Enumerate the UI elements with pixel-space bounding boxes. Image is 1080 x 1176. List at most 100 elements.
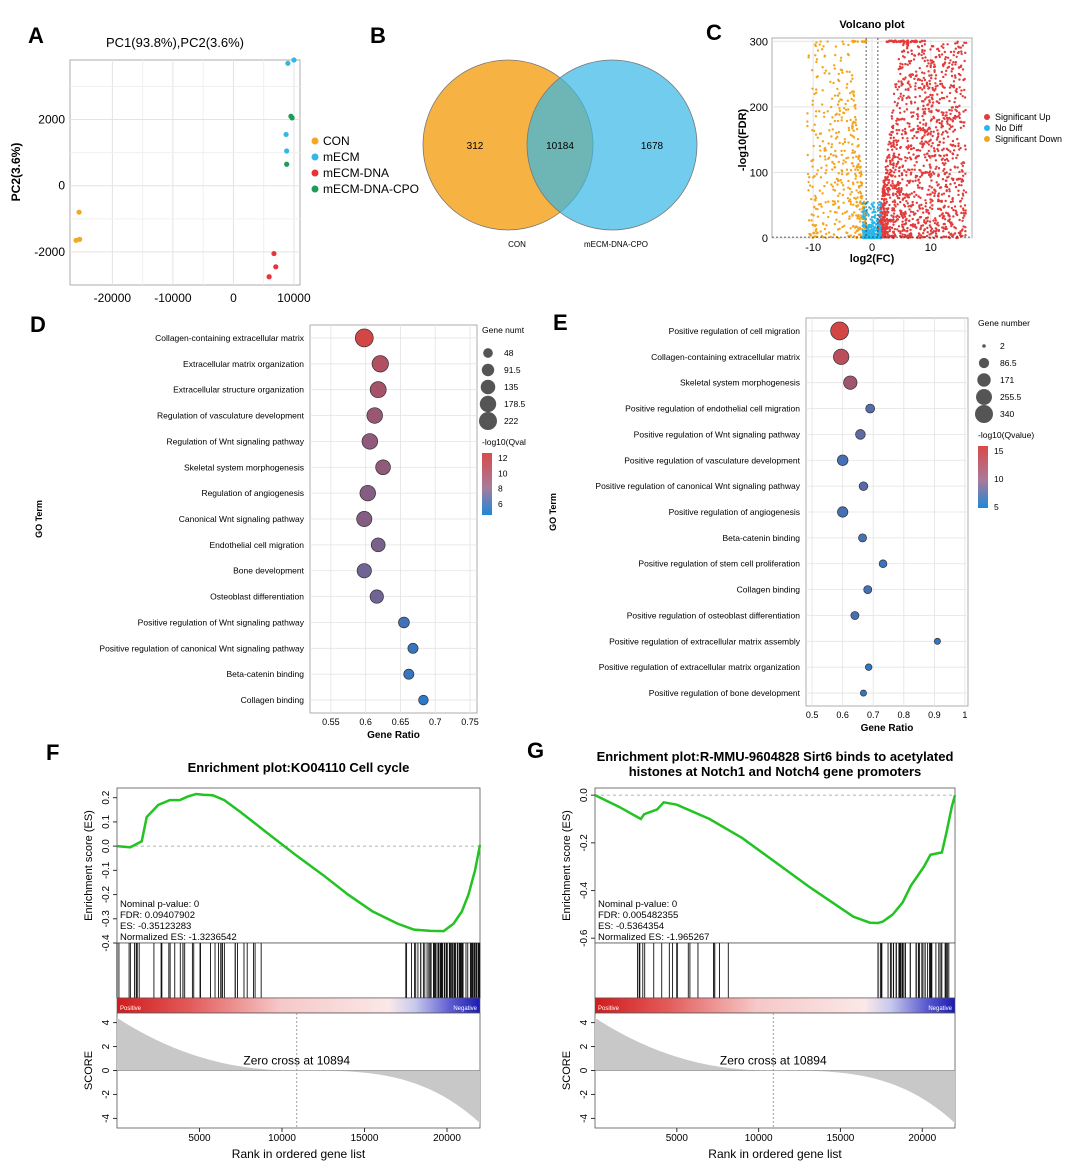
- gene-point-up: [936, 147, 939, 151]
- go-term-label: Collagen-containing extracellular matrix: [155, 333, 305, 343]
- gene-point-up: [892, 109, 895, 112]
- gene-point-down: [851, 77, 854, 80]
- x-tick-label: 15000: [351, 1133, 379, 1144]
- gene-point-up: [932, 147, 936, 150]
- gene-point-up: [933, 217, 937, 220]
- gene-point-up: [895, 104, 899, 107]
- gene-point-up: [914, 179, 917, 182]
- go-dot: [830, 321, 849, 341]
- gene-point-up: [933, 154, 937, 157]
- gene-point-nodiff: [879, 202, 883, 206]
- gene-point-up: [915, 136, 919, 140]
- gene-point-up: [925, 96, 928, 99]
- gene-point-up: [882, 226, 886, 229]
- gene-point-up: [957, 189, 960, 192]
- gene-point-down: [857, 228, 860, 231]
- gene-point-up: [933, 63, 936, 66]
- gene-point-up: [909, 224, 912, 227]
- gene-point-up: [889, 141, 892, 145]
- gene-point-up: [915, 160, 918, 164]
- go-dot: [371, 355, 389, 373]
- gene-point-up: [928, 220, 932, 223]
- venn-count-left: 312: [467, 141, 484, 152]
- gene-point-up: [922, 164, 925, 168]
- chart-title: PC1(93.8%),PC2(3.6%): [106, 35, 244, 50]
- gene-point-up: [948, 123, 951, 127]
- gene-point-up: [903, 169, 906, 172]
- gene-point-down: [826, 40, 829, 43]
- gene-point-down: [839, 178, 842, 182]
- x-axis-label: Rank in ordered gene list: [708, 1147, 842, 1161]
- gene-point-up: [923, 98, 927, 101]
- y-tick-label: 0: [58, 179, 65, 193]
- gene-point-down: [858, 165, 861, 169]
- gene-point-up: [919, 127, 923, 131]
- gene-point-up: [896, 194, 899, 198]
- gene-point-nodiff: [879, 209, 882, 212]
- gene-point-up: [937, 224, 940, 227]
- gene-point-up: [946, 43, 949, 46]
- gene-point-up: [903, 78, 906, 81]
- gene-point-nodiff: [874, 214, 877, 217]
- gene-point-down: [836, 119, 840, 123]
- gene-point-down: [854, 231, 857, 234]
- gene-point-up: [913, 225, 917, 228]
- gene-point-up: [930, 74, 933, 77]
- gene-point-up: [891, 179, 894, 183]
- gene-point-up: [940, 96, 944, 100]
- gene-point-down: [857, 144, 860, 147]
- gene-point-down: [812, 129, 816, 133]
- gene-point-up: [889, 184, 893, 187]
- gene-point-down: [811, 159, 814, 162]
- gene-point-down: [845, 231, 848, 234]
- panel-label-e: E: [553, 310, 568, 335]
- gene-point-down: [855, 127, 859, 131]
- gene-point-up: [921, 50, 924, 54]
- gene-point-up: [921, 82, 924, 86]
- gene-point-up: [888, 225, 892, 229]
- gene-point-down: [836, 135, 839, 139]
- gene-point-down: [860, 173, 863, 176]
- gene-point-down: [860, 214, 863, 217]
- gene-point-down: [858, 159, 862, 163]
- gene-point-up: [913, 190, 916, 194]
- gene-point-up: [903, 110, 906, 113]
- gene-point-up: [922, 232, 925, 235]
- gene-point-up: [899, 212, 903, 216]
- gene-point-up: [904, 211, 907, 215]
- gene-point-up: [958, 104, 961, 107]
- data-point: [285, 60, 291, 66]
- es-tick-label: 0.0: [101, 839, 112, 853]
- gene-point-up: [960, 169, 964, 172]
- gene-point-up: [927, 149, 931, 153]
- gene-point-down: [850, 162, 854, 165]
- gene-point-down: [857, 156, 860, 159]
- gene-point-nodiff: [875, 219, 878, 223]
- gene-point-nodiff: [874, 210, 877, 214]
- gene-point-nodiff: [870, 224, 873, 227]
- gene-point-down: [845, 86, 848, 89]
- gene-point-up: [964, 209, 967, 212]
- gene-point-up: [960, 50, 963, 53]
- gene-point-down: [836, 103, 840, 106]
- gene-point-down: [860, 197, 863, 200]
- gene-point-up: [956, 166, 959, 169]
- gene-point-up: [934, 219, 938, 222]
- go-term-label: Beta-catenin binding: [226, 669, 304, 679]
- gene-point-down: [806, 120, 809, 123]
- gene-point-up: [949, 150, 952, 153]
- go-dot: [858, 481, 869, 491]
- gene-point-up: [922, 76, 926, 80]
- gene-point-up: [952, 149, 956, 152]
- gene-point-up: [941, 113, 945, 117]
- gene-point-up: [938, 140, 941, 144]
- es-plot-area: [594, 787, 956, 944]
- gene-point-up: [915, 201, 918, 204]
- gene-point-up: [924, 91, 927, 94]
- size-legend-label: 135: [504, 382, 518, 392]
- gene-point-down: [853, 150, 857, 154]
- gene-point-down: [832, 64, 836, 67]
- gene-point-up: [882, 199, 886, 202]
- gene-point-up: [881, 211, 884, 215]
- gene-point-up: [931, 134, 934, 138]
